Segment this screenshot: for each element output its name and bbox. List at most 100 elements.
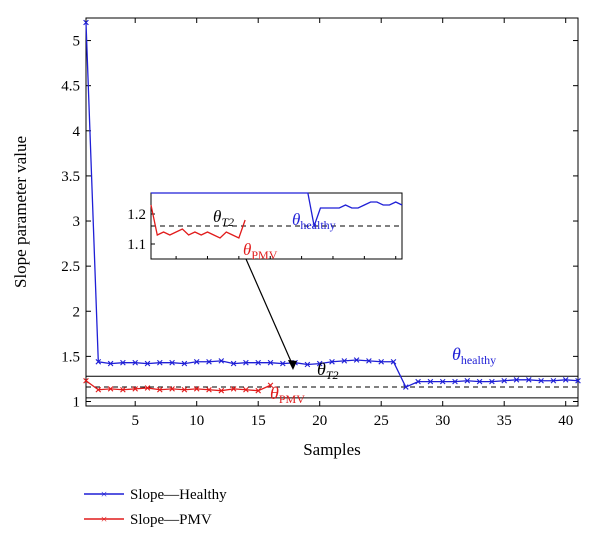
data-point	[206, 358, 212, 365]
data-point	[206, 386, 212, 393]
data-point	[157, 386, 163, 393]
data-point	[415, 378, 421, 385]
data-point	[513, 377, 520, 383]
data-point	[550, 377, 557, 384]
data-point	[83, 19, 89, 26]
x-tick-label: 10	[189, 413, 204, 429]
x-tick-label: 35	[497, 413, 512, 429]
data-point	[489, 378, 495, 385]
data-point	[218, 387, 225, 394]
y-tick-label: 1.5	[61, 349, 80, 365]
y-axis-label: Slope parameter value	[11, 136, 30, 288]
data-point	[439, 378, 446, 385]
data-point	[452, 378, 458, 385]
data-point	[144, 385, 151, 391]
data-point	[95, 358, 102, 365]
data-point	[366, 358, 372, 364]
x-tick-label: 5	[131, 413, 139, 429]
data-point	[267, 359, 274, 366]
data-point	[316, 360, 323, 367]
legend-marker-pmv: ×	[101, 512, 108, 526]
data-point	[267, 382, 274, 389]
x-axis-label: Samples	[303, 440, 361, 459]
legend-marker-healthy: ×	[101, 487, 108, 501]
data-point	[107, 360, 114, 367]
y-tick-label: 3	[73, 214, 81, 230]
inset-zoom: 1.1 1.2 θT2 θhealthy θPMV	[127, 192, 403, 262]
data-point	[230, 386, 237, 392]
legend-entry-pmv: × Slope—PMV	[84, 512, 212, 528]
inset-series-line-Slope—PMV	[150, 204, 246, 239]
inset-label-theta_healthy: θhealthy	[292, 210, 336, 232]
data-point	[169, 359, 175, 366]
data-point	[526, 377, 532, 383]
data-point	[255, 359, 261, 366]
x-tick-label: 15	[251, 413, 266, 429]
threshold-lines	[86, 375, 578, 399]
inset-label-theta_T2: θT2	[213, 207, 234, 229]
data-point	[341, 358, 348, 364]
y-tick-label: 2.5	[61, 259, 80, 275]
y-tick-label: 5	[73, 34, 81, 50]
data-point	[378, 358, 384, 365]
inset-label-theta_PMV: θPMV	[243, 240, 278, 262]
data-point	[575, 377, 581, 384]
legend-label-pmv: Slope—PMV	[130, 512, 212, 528]
data-point	[83, 377, 89, 384]
y-tick-label: 4	[73, 124, 81, 140]
data-point	[243, 386, 249, 393]
data-point	[157, 359, 163, 366]
inset-y-tick-label: 1.1	[127, 237, 146, 253]
data-point	[562, 377, 569, 383]
data-point	[427, 378, 434, 385]
x-tick-label: 25	[374, 413, 389, 429]
data-point	[243, 359, 249, 366]
data-point	[329, 358, 335, 365]
data-point	[501, 377, 507, 384]
legend: × Slope—Healthy × Slope—PMV	[84, 487, 227, 528]
y-tick-label: 3.5	[61, 169, 80, 185]
data-point	[120, 359, 126, 366]
data-point	[107, 386, 114, 392]
label-theta_PMV: θPMV	[270, 383, 305, 406]
data-point	[181, 386, 188, 393]
data-point	[169, 386, 175, 392]
label-theta_T2: θT2	[317, 359, 339, 382]
inset-y-tick-label: 1.2	[127, 207, 146, 223]
threshold-labels: θhealthy θT2 θPMV	[270, 344, 496, 406]
y-tick-label: 1	[73, 394, 81, 410]
data-point	[403, 384, 409, 390]
data-point	[144, 360, 151, 367]
data-point	[193, 386, 200, 392]
inset-series-line-Slope—Healthy	[151, 192, 403, 229]
data-point	[193, 358, 200, 365]
inset-y-ticks: 1.1 1.2	[127, 207, 397, 259]
data-point	[218, 358, 225, 364]
data-point	[353, 357, 360, 363]
data-point	[464, 377, 471, 384]
label-theta_healthy: θhealthy	[452, 344, 496, 367]
x-tick-label: 30	[435, 413, 450, 429]
legend-entry-healthy: × Slope—Healthy	[84, 487, 227, 503]
x-tick-label: 40	[558, 413, 573, 429]
y-tick-label: 4.5	[61, 79, 80, 95]
legend-label-healthy: Slope—Healthy	[130, 487, 227, 503]
zoom-arrow	[245, 258, 297, 370]
data-point	[255, 387, 261, 394]
data-point	[181, 360, 188, 367]
y-tick-label: 2	[73, 304, 81, 320]
data-point	[95, 386, 102, 393]
data-point	[280, 360, 286, 367]
data-series	[83, 19, 581, 394]
y-axis-ticks: 1 1.5 2 2.5 3 3.5 4 4.5 5	[61, 34, 578, 410]
data-point	[132, 359, 138, 366]
data-point	[132, 386, 138, 392]
data-point	[390, 358, 397, 365]
data-point	[538, 377, 544, 384]
x-axis-ticks: 5 10 15 20 25 30 35 40	[131, 18, 573, 429]
inset-series	[150, 192, 403, 239]
data-point	[120, 386, 126, 393]
data-point	[476, 378, 483, 385]
series-line-Slope—PMV	[85, 380, 271, 392]
